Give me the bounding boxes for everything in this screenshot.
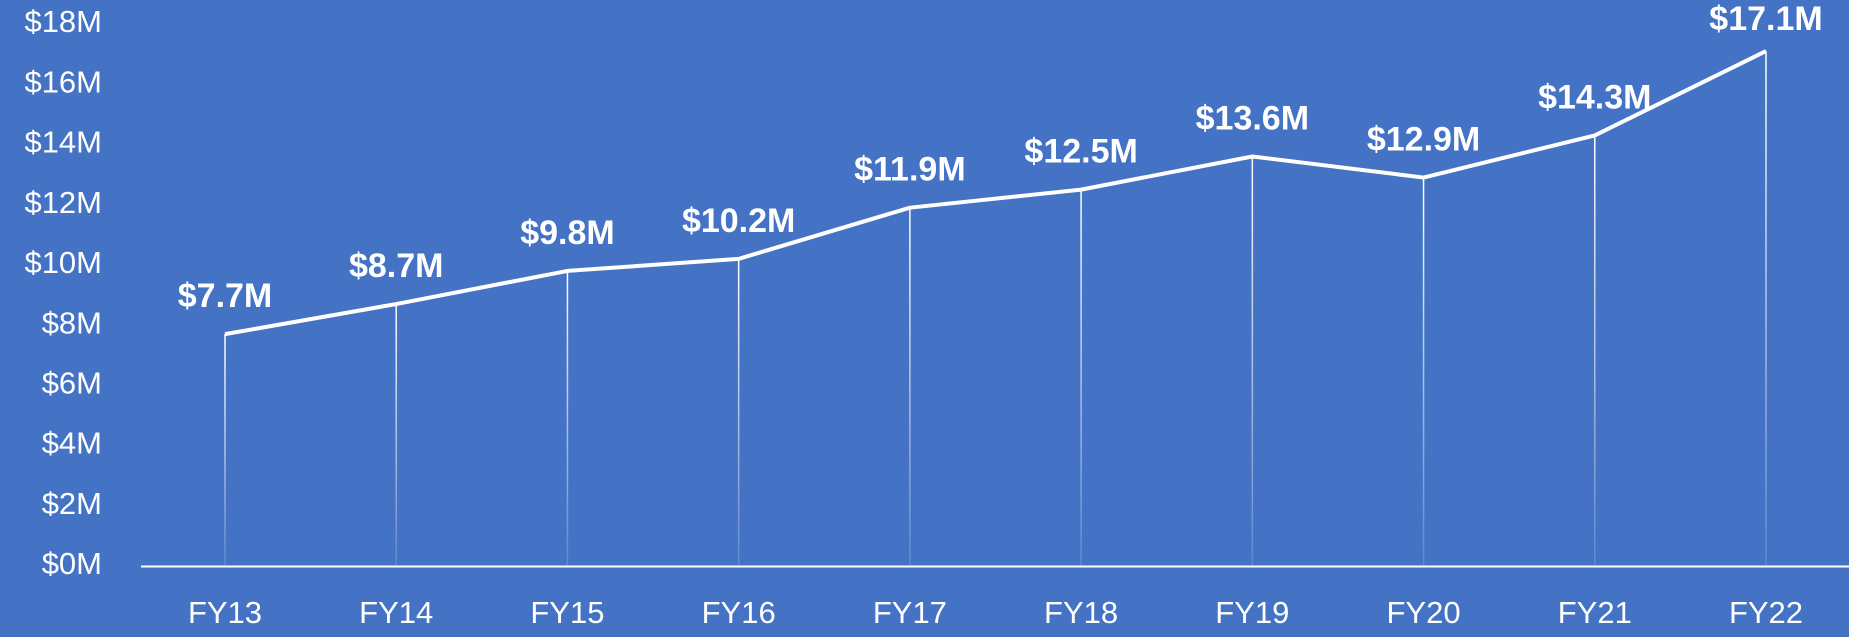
y-tick-label: $14M [24,125,102,160]
data-label: $11.9M [854,151,966,189]
x-tick-label: FY15 [530,595,604,630]
y-tick-label: $6M [42,366,102,401]
data-label: $13.6M [1196,99,1309,137]
x-tick-label: FY17 [873,595,947,630]
data-label: $9.8M [520,214,615,252]
drop-line [1251,156,1254,566]
x-tick-label: FY20 [1387,595,1461,630]
x-tick-label: FY21 [1558,595,1632,630]
line [224,49,1767,337]
data-label: $10.2M [682,202,795,240]
drop-line [1080,189,1082,566]
y-tick-label: $4M [42,426,102,461]
data-label: $7.7M [178,277,273,315]
x-tick-label: FY14 [359,595,433,630]
x-tick-label: FY19 [1215,595,1289,630]
x-tick-label: FY18 [1044,595,1118,630]
x-tick-label: FY22 [1729,595,1803,630]
y-tick-label: $18M [24,4,102,39]
x-tick-label: FY16 [702,595,776,630]
drop-line [1594,135,1596,566]
data-label: $17.1M [1709,0,1822,38]
drop-line [1422,177,1425,567]
x-tick-label: FY13 [188,595,262,630]
y-tick-label: $10M [24,245,102,280]
drop-line [224,334,226,566]
y-tick-label: $12M [24,185,102,220]
drop-line [737,258,740,566]
drop-line [909,207,911,566]
data-label: $8.7M [349,247,444,285]
data-label: $14.3M [1538,78,1651,116]
drop-line [395,304,397,566]
y-tick-label: $0M [42,546,102,581]
y-tick-label: $16M [24,64,102,99]
data-label: $12.5M [1024,133,1137,171]
drop-line [1765,51,1767,567]
drop-line [566,270,569,566]
y-tick-label: $8M [42,305,102,340]
data-label: $12.9M [1367,121,1480,159]
y-tick-label: $2M [42,486,102,521]
